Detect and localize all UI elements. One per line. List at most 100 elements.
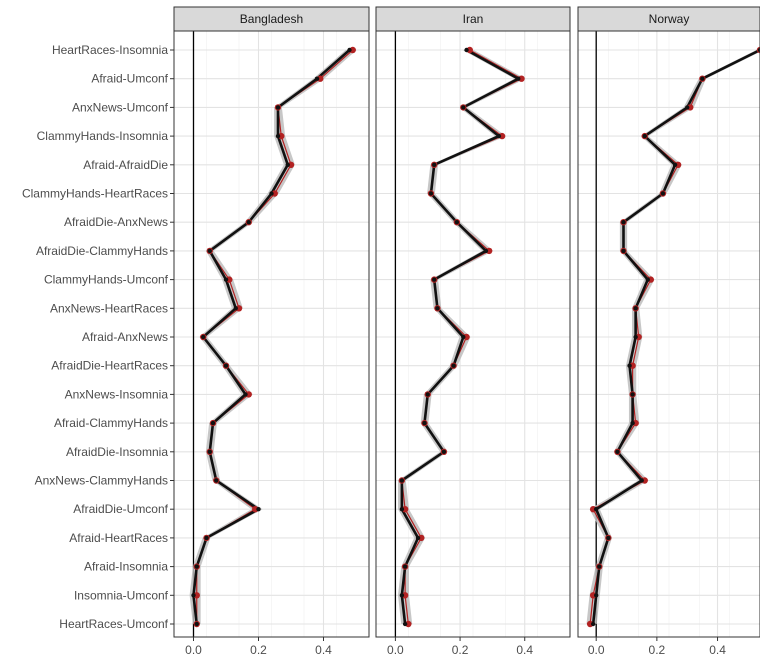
data-point-black bbox=[642, 133, 647, 139]
data-point-red bbox=[349, 46, 356, 54]
data-point-black bbox=[194, 621, 199, 627]
x-tick-label: 0.0 bbox=[185, 643, 202, 657]
data-point-black bbox=[422, 420, 427, 426]
row-label: AfraidDie-Insomnia bbox=[66, 445, 168, 459]
row-label: ClammyHands-Insomnia bbox=[37, 129, 169, 143]
data-point-black bbox=[432, 162, 437, 167]
x-tick-label: 0.2 bbox=[452, 643, 469, 657]
data-point-black bbox=[757, 47, 760, 53]
data-point-black bbox=[347, 47, 352, 53]
data-point-black bbox=[594, 507, 599, 512]
grid-layer bbox=[173, 31, 760, 637]
row-label: ClammyHands-HeartRaces bbox=[22, 187, 168, 201]
data-point-red bbox=[193, 592, 200, 599]
data-point-black bbox=[256, 507, 261, 512]
data-point-red bbox=[466, 46, 473, 54]
data-point-black bbox=[214, 478, 219, 483]
frame-layer bbox=[173, 6, 760, 638]
data-point-black bbox=[645, 277, 650, 282]
row-label: AfraidDie-HeartRaces bbox=[51, 359, 168, 373]
facet-strip bbox=[375, 6, 571, 32]
row-label: AnxNews-HeartRaces bbox=[50, 301, 168, 315]
data-point-black bbox=[441, 449, 447, 454]
data-point-black bbox=[243, 392, 248, 397]
row-label: Afraid-AnxNews bbox=[82, 330, 168, 344]
x-tick-label: 0.2 bbox=[649, 643, 666, 657]
data-point-black bbox=[275, 133, 281, 139]
x-tick-label: 0.0 bbox=[387, 643, 404, 657]
data-point-black bbox=[660, 191, 666, 196]
data-point-black bbox=[451, 363, 456, 368]
data-point-black bbox=[621, 220, 626, 225]
row-label: Afraid-Insomnia bbox=[84, 560, 168, 574]
data-point-black bbox=[402, 621, 408, 627]
data-point-red bbox=[401, 506, 409, 513]
row-label: AnxNews-Umconf bbox=[72, 100, 169, 114]
data-point-black bbox=[207, 449, 212, 454]
data-point-black bbox=[461, 105, 466, 110]
data-point-black bbox=[399, 593, 405, 598]
data-point-black bbox=[204, 535, 209, 541]
data-point-black bbox=[415, 535, 421, 541]
row-label: Insomnia-Umconf bbox=[74, 588, 169, 602]
x-tick-label: 0.4 bbox=[516, 643, 533, 657]
data-point-red bbox=[245, 391, 252, 398]
data-point-black bbox=[210, 420, 216, 426]
x-tick-label: 0.4 bbox=[315, 643, 332, 657]
data-point-black bbox=[191, 593, 196, 598]
point-layer bbox=[191, 46, 760, 628]
data-point-black bbox=[483, 248, 489, 254]
data-point-black bbox=[685, 105, 690, 110]
data-point-black bbox=[621, 248, 626, 254]
data-point-black bbox=[314, 76, 320, 81]
data-point-red bbox=[498, 132, 506, 140]
data-point-red bbox=[278, 132, 285, 140]
data-point-black bbox=[700, 76, 705, 81]
data-point-black bbox=[223, 363, 229, 368]
data-point-black bbox=[454, 220, 460, 225]
data-point-black bbox=[630, 420, 635, 426]
row-label: AfraidDie-ClammyHands bbox=[36, 244, 168, 258]
row-label: AnxNews-Insomnia bbox=[65, 387, 169, 401]
row-label: AnxNews-ClammyHands bbox=[35, 474, 168, 488]
data-point-black bbox=[615, 449, 620, 454]
data-point-black bbox=[402, 564, 408, 569]
label-layer: HeartRaces-Insomnia Afraid-Umconf AnxNews-… bbox=[22, 12, 726, 657]
x-tick-label: 0.4 bbox=[709, 643, 726, 657]
data-point-black bbox=[233, 306, 238, 311]
data-point-black bbox=[597, 564, 602, 569]
facet-strip bbox=[577, 6, 760, 32]
data-point-black bbox=[464, 47, 469, 53]
row-label: Afraid-AfraidDie bbox=[83, 158, 168, 172]
data-point-black bbox=[590, 621, 596, 627]
data-point-black bbox=[496, 133, 502, 139]
data-point-red bbox=[405, 620, 412, 628]
row-label: Afraid-HeartRaces bbox=[69, 531, 168, 545]
data-point-black bbox=[285, 162, 290, 167]
data-point-black bbox=[269, 191, 274, 196]
data-point-red bbox=[235, 305, 243, 312]
data-point-black bbox=[246, 220, 251, 225]
facet-strip-label: Bangladesh bbox=[240, 12, 303, 26]
data-point-black bbox=[194, 564, 199, 569]
data-point-red bbox=[287, 161, 295, 168]
data-point-black bbox=[275, 105, 281, 110]
data-point-black bbox=[633, 306, 638, 311]
data-point-black bbox=[630, 392, 635, 397]
row-label: AfraidDie-AnxNews bbox=[64, 215, 168, 229]
data-point-black bbox=[633, 334, 638, 340]
data-point-black bbox=[207, 248, 212, 254]
row-label: Afraid-ClammyHands bbox=[54, 416, 168, 430]
row-label: HeartRaces-Insomnia bbox=[52, 43, 168, 57]
data-point-black bbox=[428, 191, 434, 196]
data-point-black bbox=[672, 162, 678, 167]
data-point-black bbox=[461, 334, 466, 340]
data-point-black bbox=[399, 478, 405, 483]
data-point-black bbox=[435, 306, 440, 311]
data-point-red bbox=[418, 534, 425, 542]
data-point-red bbox=[401, 592, 409, 599]
row-label: Afraid-Umconf bbox=[91, 72, 168, 86]
facet-strip bbox=[173, 6, 370, 32]
data-point-red bbox=[463, 333, 470, 341]
data-point-red bbox=[271, 190, 278, 197]
